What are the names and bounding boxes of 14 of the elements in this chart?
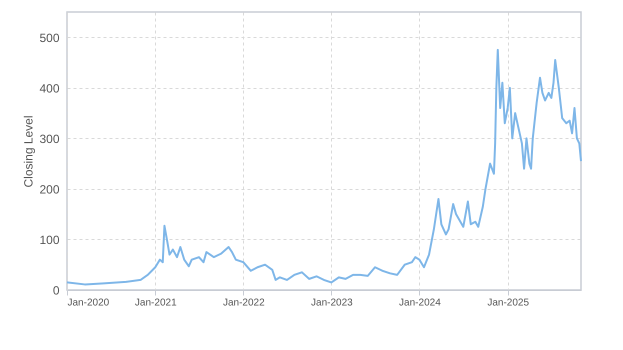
x-tick-label: Jan-2020: [68, 298, 110, 308]
line-series: [66, 48, 582, 286]
y-tick-label: 300: [39, 132, 60, 146]
y-tick-label: 100: [39, 232, 60, 247]
x-tick-label: Jan-2023: [311, 298, 354, 308]
y-tick-label: 200: [39, 182, 60, 196]
x-tick-label: Jan-2022: [222, 298, 266, 308]
x-tick-label: Jan-2021: [134, 298, 178, 308]
x-tick-label: Jan-2024: [399, 298, 442, 308]
y-tick-label: 400: [39, 81, 60, 96]
y-axis-title: Closing Level: [21, 115, 36, 188]
y-tick-label: 500: [39, 30, 60, 45]
y-tick-label: 0: [52, 284, 60, 298]
x-tick-label: Jan-2025: [487, 298, 530, 308]
